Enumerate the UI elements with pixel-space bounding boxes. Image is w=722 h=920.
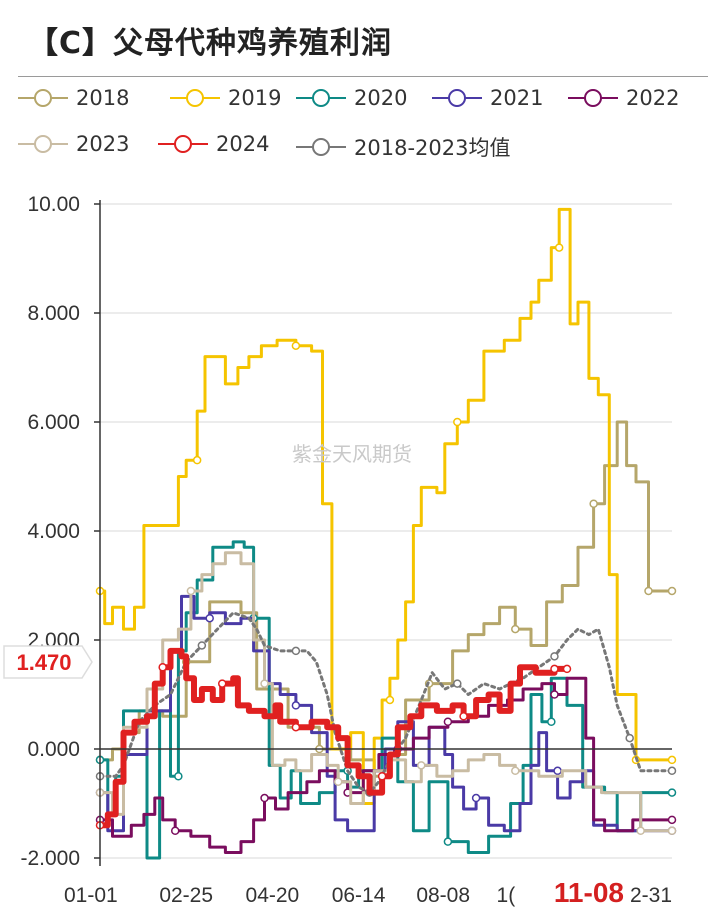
series-line bbox=[98, 611, 674, 795]
x-tick-label: 06-14 bbox=[332, 884, 386, 907]
legend-swatch-icon bbox=[170, 89, 220, 107]
x-tick-label: 01-01 bbox=[64, 884, 118, 907]
data-point bbox=[192, 455, 202, 465]
legend-item-2018[interactable]: 2018 bbox=[18, 86, 129, 110]
legend-label: 2022 bbox=[626, 86, 680, 110]
legend-swatch-icon bbox=[296, 89, 346, 107]
data-point bbox=[333, 777, 343, 786]
legend-item-2019[interactable]: 2019 bbox=[170, 86, 281, 110]
legend-item-2021[interactable]: 2021 bbox=[432, 86, 543, 110]
legend-swatch-icon bbox=[18, 135, 68, 153]
y-tick-label: 4.000 bbox=[27, 520, 80, 543]
x-tick-label: 1( bbox=[497, 884, 516, 907]
data-point bbox=[377, 772, 387, 781]
data-point bbox=[443, 837, 453, 846]
data-point bbox=[511, 624, 520, 634]
legend-swatch-icon bbox=[432, 89, 482, 107]
y-tick-label: 8.000 bbox=[27, 302, 80, 325]
data-point bbox=[291, 341, 301, 350]
data-point bbox=[667, 586, 677, 596]
legend-swatch-icon bbox=[18, 89, 68, 107]
current-value-label: 1.470 bbox=[16, 650, 71, 675]
data-point bbox=[667, 766, 677, 776]
data-point bbox=[667, 826, 677, 835]
data-point bbox=[205, 613, 214, 623]
legend-label: 2024 bbox=[216, 132, 270, 156]
data-point bbox=[170, 826, 180, 835]
legend-label: 2021 bbox=[490, 86, 544, 110]
data-point bbox=[186, 586, 196, 596]
data-point bbox=[636, 826, 645, 835]
legend-label: 2020 bbox=[354, 86, 408, 110]
legend-label: 2018-2023均值 bbox=[354, 136, 511, 160]
data-point bbox=[260, 679, 269, 688]
x-axis-ticks: 01-01 02-25 04-20 06-14 08-08 1( 11-08 2-31 bbox=[64, 877, 672, 908]
data-point bbox=[197, 641, 207, 650]
data-point bbox=[217, 679, 227, 688]
legend-item-2023[interactable]: 2023 bbox=[18, 132, 129, 156]
data-point bbox=[291, 722, 301, 732]
legend-label: 2019 bbox=[228, 86, 282, 110]
data-point bbox=[511, 766, 520, 776]
data-point bbox=[291, 646, 301, 656]
x-tick-label-highlight: 11-08 bbox=[554, 877, 624, 908]
series-2020 bbox=[95, 540, 677, 860]
axes bbox=[99, 200, 672, 866]
x-tick-label: 02-25 bbox=[159, 884, 213, 907]
data-point bbox=[453, 679, 462, 688]
data-point bbox=[554, 243, 564, 252]
legend-item-2020[interactable]: 2020 bbox=[296, 86, 407, 110]
series-lines bbox=[95, 207, 677, 860]
data-point bbox=[553, 766, 562, 776]
data-point bbox=[550, 690, 559, 699]
data-point bbox=[667, 788, 677, 797]
series-2019 bbox=[95, 207, 677, 805]
legend-label: 2018 bbox=[76, 86, 130, 110]
data-point bbox=[158, 663, 167, 672]
data-point bbox=[547, 717, 556, 726]
data-point bbox=[260, 793, 269, 803]
data-point bbox=[589, 499, 598, 508]
legend-swatch-icon bbox=[158, 135, 208, 153]
data-point bbox=[550, 664, 559, 674]
x-tick-label: 08-08 bbox=[416, 884, 470, 907]
legend-swatch-icon bbox=[296, 138, 346, 156]
data-point bbox=[385, 695, 395, 705]
title-divider bbox=[18, 76, 708, 77]
data-point bbox=[550, 652, 559, 661]
data-point bbox=[644, 586, 653, 596]
legend-item-2022[interactable]: 2022 bbox=[568, 86, 679, 110]
y-tick-label: 0.000 bbox=[27, 738, 80, 761]
series-line bbox=[98, 207, 674, 805]
series-2024 bbox=[95, 647, 572, 830]
data-point bbox=[471, 793, 481, 803]
legend-item-2024[interactable]: 2024 bbox=[158, 132, 269, 156]
data-point bbox=[174, 772, 183, 781]
data-point bbox=[453, 417, 462, 427]
y-tick-label: -2.000 bbox=[20, 847, 80, 870]
y-tick-label: 10.00 bbox=[27, 193, 80, 216]
data-point bbox=[417, 761, 426, 770]
legend-label: 2023 bbox=[76, 132, 130, 156]
y-tick-label: 6.000 bbox=[27, 411, 80, 434]
x-tick-label: 2-31 bbox=[630, 884, 672, 907]
data-point bbox=[459, 712, 468, 721]
data-point bbox=[443, 717, 453, 726]
legend-item-average[interactable]: 2018-2023均值 bbox=[296, 132, 510, 162]
chart-title: 【C】父母代种鸡养殖利润 bbox=[28, 26, 393, 61]
watermark: 紫金天风期货 bbox=[292, 442, 412, 466]
data-point bbox=[667, 755, 677, 765]
data-point bbox=[291, 701, 301, 710]
x-tick-label: 04-20 bbox=[246, 884, 300, 907]
data-point bbox=[562, 664, 572, 674]
data-point bbox=[625, 733, 634, 743]
data-point bbox=[667, 815, 677, 825]
current-value-badge: 1.470 bbox=[3, 645, 93, 679]
legend-swatch-icon bbox=[568, 89, 618, 107]
